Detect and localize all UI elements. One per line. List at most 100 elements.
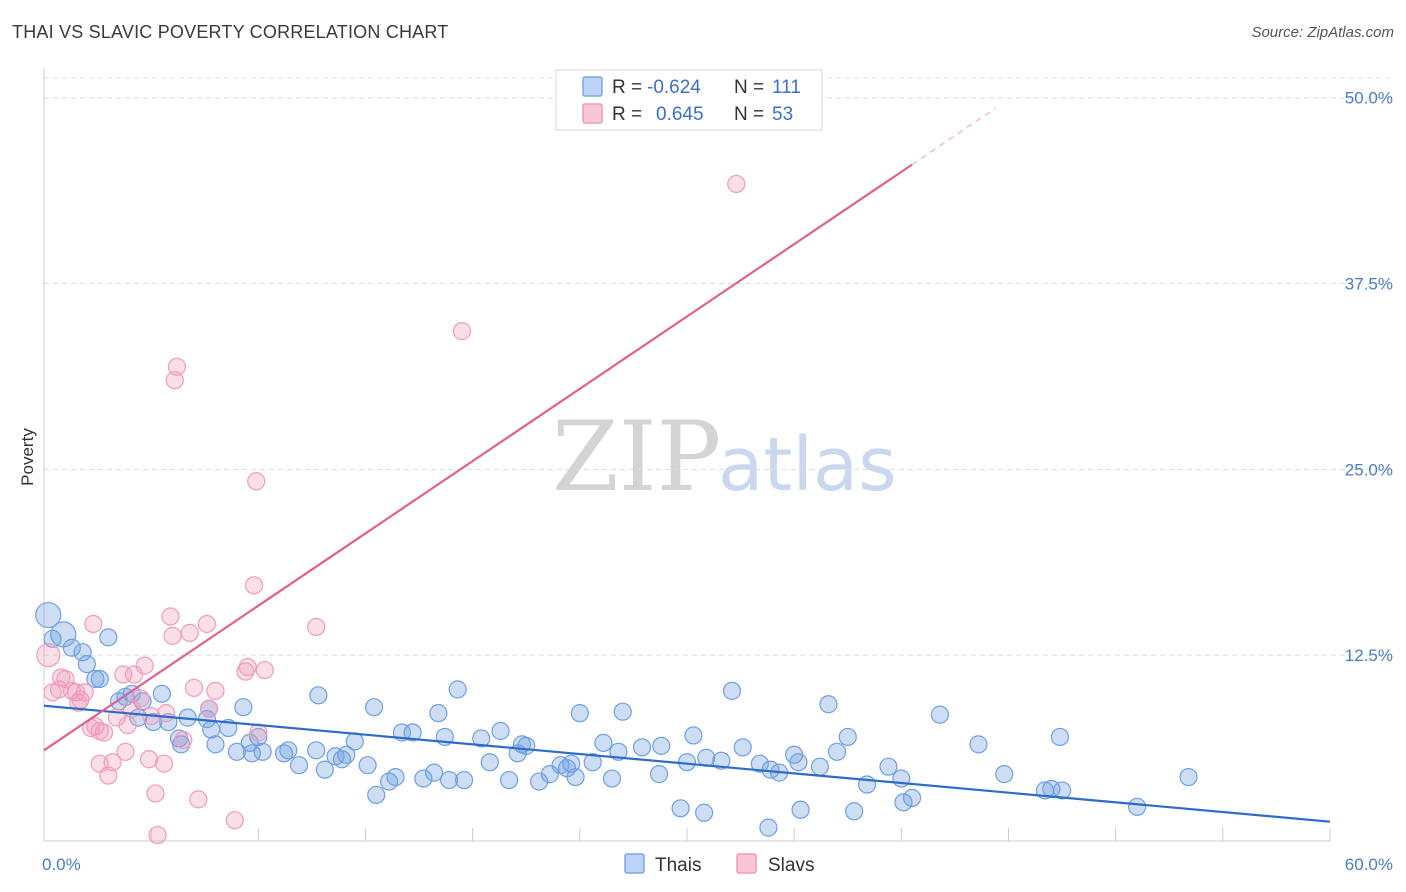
thais-point [819, 695, 838, 714]
watermark-zip: ZIP [552, 401, 721, 513]
slavs-point [167, 357, 186, 376]
legend-r-value-slavs: 0.645 [656, 104, 704, 125]
slavs-point [244, 576, 264, 595]
thais-point [733, 738, 752, 757]
data-points [35, 174, 1198, 845]
slavs-point [452, 322, 472, 341]
x-tick-label: 0.0% [42, 855, 81, 874]
slavs-point [75, 683, 94, 702]
slavs-point [90, 754, 109, 773]
slavs-point [165, 371, 184, 390]
stats-legend: R = -0.624 N = 111 R = 0.645 N = 53 [555, 69, 823, 131]
thais-point [234, 698, 253, 717]
trend-lines [43, 107, 1331, 823]
thais-point [995, 765, 1014, 784]
thais-point [242, 744, 262, 763]
slavs-point [139, 750, 159, 769]
thais-point [530, 772, 549, 791]
thais-point [480, 753, 499, 772]
thais-point [227, 742, 246, 761]
slavs-point [307, 617, 326, 637]
thais-point [750, 754, 769, 773]
slavs-point [197, 614, 216, 634]
series-legend-label-slavs: Slavs [768, 855, 814, 876]
thais-point [358, 756, 377, 775]
thais-point [566, 767, 585, 787]
series-legend-swatch-slavs [736, 853, 757, 874]
thais-trend-line [43, 704, 1331, 823]
thais-point [930, 705, 950, 724]
slavs-point [161, 607, 180, 626]
slavs-point [157, 704, 176, 723]
thais-point [386, 767, 405, 787]
thais-point [249, 727, 268, 747]
thais-point [206, 735, 225, 754]
thais-point [1052, 781, 1072, 800]
thais-point [454, 770, 474, 790]
axes [43, 68, 1331, 842]
thais-point [845, 802, 864, 821]
slavs-trend-line [43, 163, 913, 752]
chart-title: THAI VS SLAVIC POVERTY CORRELATION CHART [12, 22, 449, 42]
series-legend: Thais Slavs [624, 853, 814, 876]
slavs-point [225, 811, 244, 830]
slavs-point [189, 790, 208, 809]
slavs-point [180, 623, 199, 642]
slavs-point [118, 715, 137, 735]
thais-point [789, 753, 808, 772]
thais-point [570, 704, 589, 723]
thais-point [632, 738, 652, 757]
slavs-point [255, 660, 274, 680]
y-axis-title: Poverty [18, 428, 37, 486]
thais-point [652, 736, 671, 755]
thais-point [279, 741, 298, 760]
thais-point [894, 793, 913, 812]
slavs-point [116, 742, 135, 761]
legend-r-label-thais: R = [612, 77, 642, 98]
tick-labels: 12.5% 25.0% 37.5% 50.0% 0.0% 60.0% [42, 89, 1393, 874]
thais-point [613, 702, 632, 721]
thais-point [969, 735, 988, 754]
thais-point [429, 704, 448, 723]
thais-point [838, 727, 857, 747]
thais-point [671, 799, 690, 818]
thais-point [364, 698, 384, 717]
thais-point [759, 818, 778, 837]
slavs-point [247, 472, 266, 491]
slavs-point [184, 678, 204, 697]
thais-point [810, 757, 829, 776]
y-tick-label: 37.5% [1345, 275, 1393, 294]
thais-point [827, 742, 847, 761]
thais-point [491, 721, 510, 741]
y-tick-label: 12.5% [1345, 646, 1393, 665]
thais-point [90, 669, 109, 689]
thais-point [403, 723, 422, 742]
thais-point [879, 757, 898, 776]
y-tick-label: 25.0% [1345, 460, 1393, 479]
legend-r-label-slavs: R = [612, 104, 642, 125]
series-legend-label-thais: Thais [655, 855, 701, 876]
thais-point [439, 770, 459, 790]
slavs-point [206, 681, 225, 700]
slavs-point [114, 665, 133, 684]
thais-point [345, 732, 364, 751]
slavs-point [199, 699, 219, 718]
legend-swatch-slavs [582, 103, 603, 124]
thais-point [695, 803, 714, 822]
thais-point [1179, 767, 1198, 787]
legend-n-value-thais: 111 [772, 77, 801, 98]
slavs-point [69, 693, 88, 712]
thais-point [684, 726, 703, 745]
x-tick-label: 60.0% [1345, 855, 1393, 874]
slavs-point [146, 784, 165, 803]
thais-point [62, 638, 81, 657]
thais-point [791, 800, 810, 819]
slavs-point [163, 626, 182, 645]
watermark-atlas: atlas [718, 422, 897, 508]
thais-point [602, 769, 622, 788]
thais-point [448, 680, 467, 699]
slavs-trend-extension [911, 107, 997, 166]
slavs-point [238, 657, 257, 677]
thais-point [152, 684, 171, 703]
